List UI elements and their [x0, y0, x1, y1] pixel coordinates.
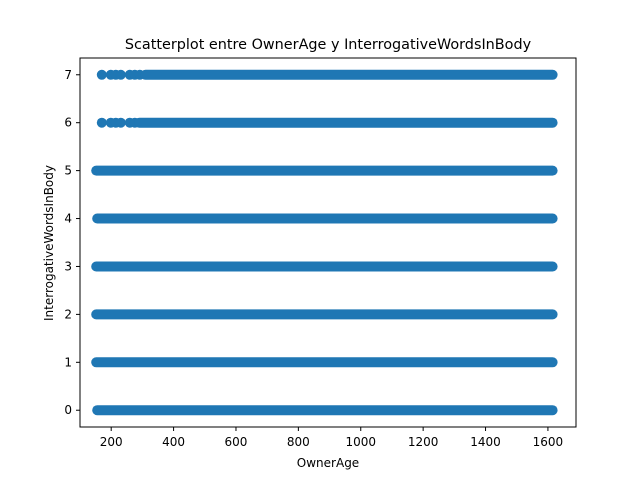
y-tick-label: 3	[64, 259, 72, 273]
x-tick-label: 800	[287, 435, 310, 449]
x-tick-label: 1200	[408, 435, 439, 449]
x-tick-label: 1400	[470, 435, 501, 449]
chart-title: Scatterplot entre OwnerAge y Interrogati…	[125, 37, 532, 53]
y-tick-label: 0	[64, 403, 72, 417]
y-tick-label: 5	[64, 164, 72, 178]
plot-frame	[79, 57, 577, 428]
data-point	[115, 117, 126, 128]
x-tick-label: 1000	[345, 435, 376, 449]
y-tick-label: 4	[64, 212, 72, 226]
data-point	[96, 117, 107, 128]
x-tick-label: 1600	[533, 435, 564, 449]
x-axis-label: OwnerAge	[297, 456, 359, 470]
y-tick-label: 1	[64, 355, 72, 369]
x-tick-label: 600	[225, 435, 248, 449]
x-tick-label: 400	[162, 435, 185, 449]
x-axis-ticks: 200 400 600 800 1000 1200 1400 1600	[100, 427, 563, 449]
x-tick-label: 200	[100, 435, 123, 449]
y-axis-ticks: 0 1 2 3 4 5 6 7	[64, 68, 80, 417]
y-tick-label: 6	[64, 116, 72, 130]
y-axis-label: InterrogativeWordsInBody	[42, 165, 56, 321]
data-points-group	[91, 69, 558, 416]
data-point	[96, 69, 107, 80]
data-point	[115, 69, 126, 80]
y-tick-label: 7	[64, 68, 72, 82]
y-tick-label: 2	[64, 307, 72, 321]
